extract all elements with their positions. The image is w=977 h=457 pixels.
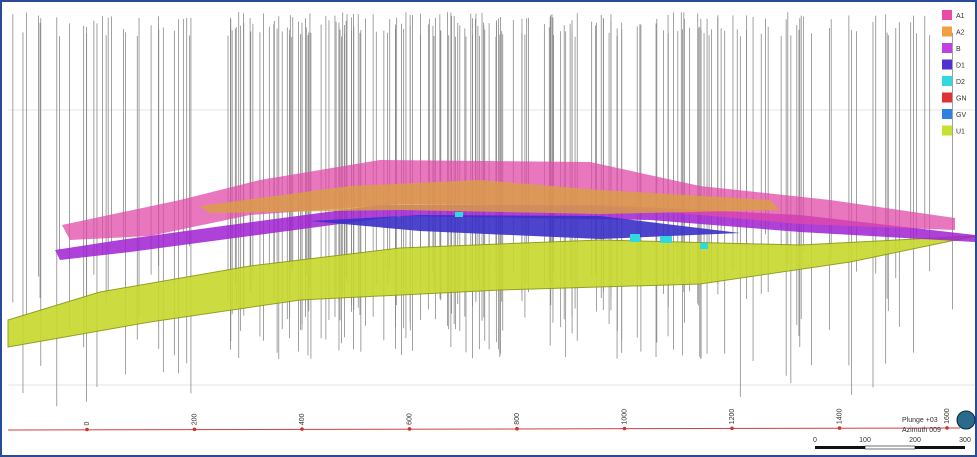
legend-label: B — [956, 46, 961, 53]
section-marker — [623, 427, 627, 431]
legend-swatch — [942, 109, 952, 119]
section-tick-label: 1400 — [836, 408, 843, 424]
section-tick-label: 400 — [299, 413, 306, 425]
orientation-compass — [957, 411, 975, 429]
scale-segment — [815, 446, 865, 449]
legend-swatch — [942, 43, 952, 53]
section-tick-label: 1200 — [729, 409, 736, 425]
azimuth-label: Azimuth 009 — [902, 427, 941, 434]
scale-segment — [865, 446, 915, 449]
legend-swatch — [942, 76, 952, 86]
legend-swatch — [942, 27, 952, 37]
section-marker — [515, 427, 519, 431]
section-marker — [945, 426, 949, 430]
section-marker — [300, 427, 304, 431]
scale-label: 0 — [813, 437, 817, 444]
d2-body — [455, 212, 463, 217]
section-tick-label: 600 — [406, 413, 413, 425]
model-view: 02004006008001000120014001600 Plunge +03… — [0, 0, 977, 457]
scale-label: 200 — [909, 437, 921, 444]
legend-swatch — [942, 10, 952, 20]
section-marker — [730, 427, 734, 431]
section-tick-label: 800 — [514, 413, 521, 425]
legend-swatch — [942, 93, 952, 103]
scale-label: 300 — [959, 437, 971, 444]
legend-label: GN — [956, 96, 967, 103]
legend-label: D2 — [956, 79, 965, 86]
section-marker — [408, 427, 412, 431]
scale-segment — [915, 446, 965, 449]
section-marker — [838, 426, 842, 430]
section-tick-label: 1000 — [621, 409, 628, 425]
legend-label: A2 — [956, 30, 965, 37]
d2-body — [660, 236, 672, 243]
section-tick-label: 1600 — [944, 408, 951, 424]
legend-swatch — [942, 126, 952, 136]
section-marker — [193, 428, 197, 432]
plunge-label: Plunge +03 — [902, 417, 938, 424]
legend-label: GV — [956, 112, 966, 119]
section-tick-label: 0 — [84, 422, 91, 426]
d2-body — [630, 234, 640, 242]
legend-label: U1 — [956, 129, 965, 136]
section-tick-label: 200 — [191, 414, 198, 426]
section-marker — [85, 428, 89, 432]
legend-swatch — [942, 60, 952, 70]
d2-body — [700, 243, 708, 249]
legend-label: A1 — [956, 13, 965, 20]
scale-label: 100 — [859, 437, 871, 444]
legend-label: D1 — [956, 63, 965, 70]
